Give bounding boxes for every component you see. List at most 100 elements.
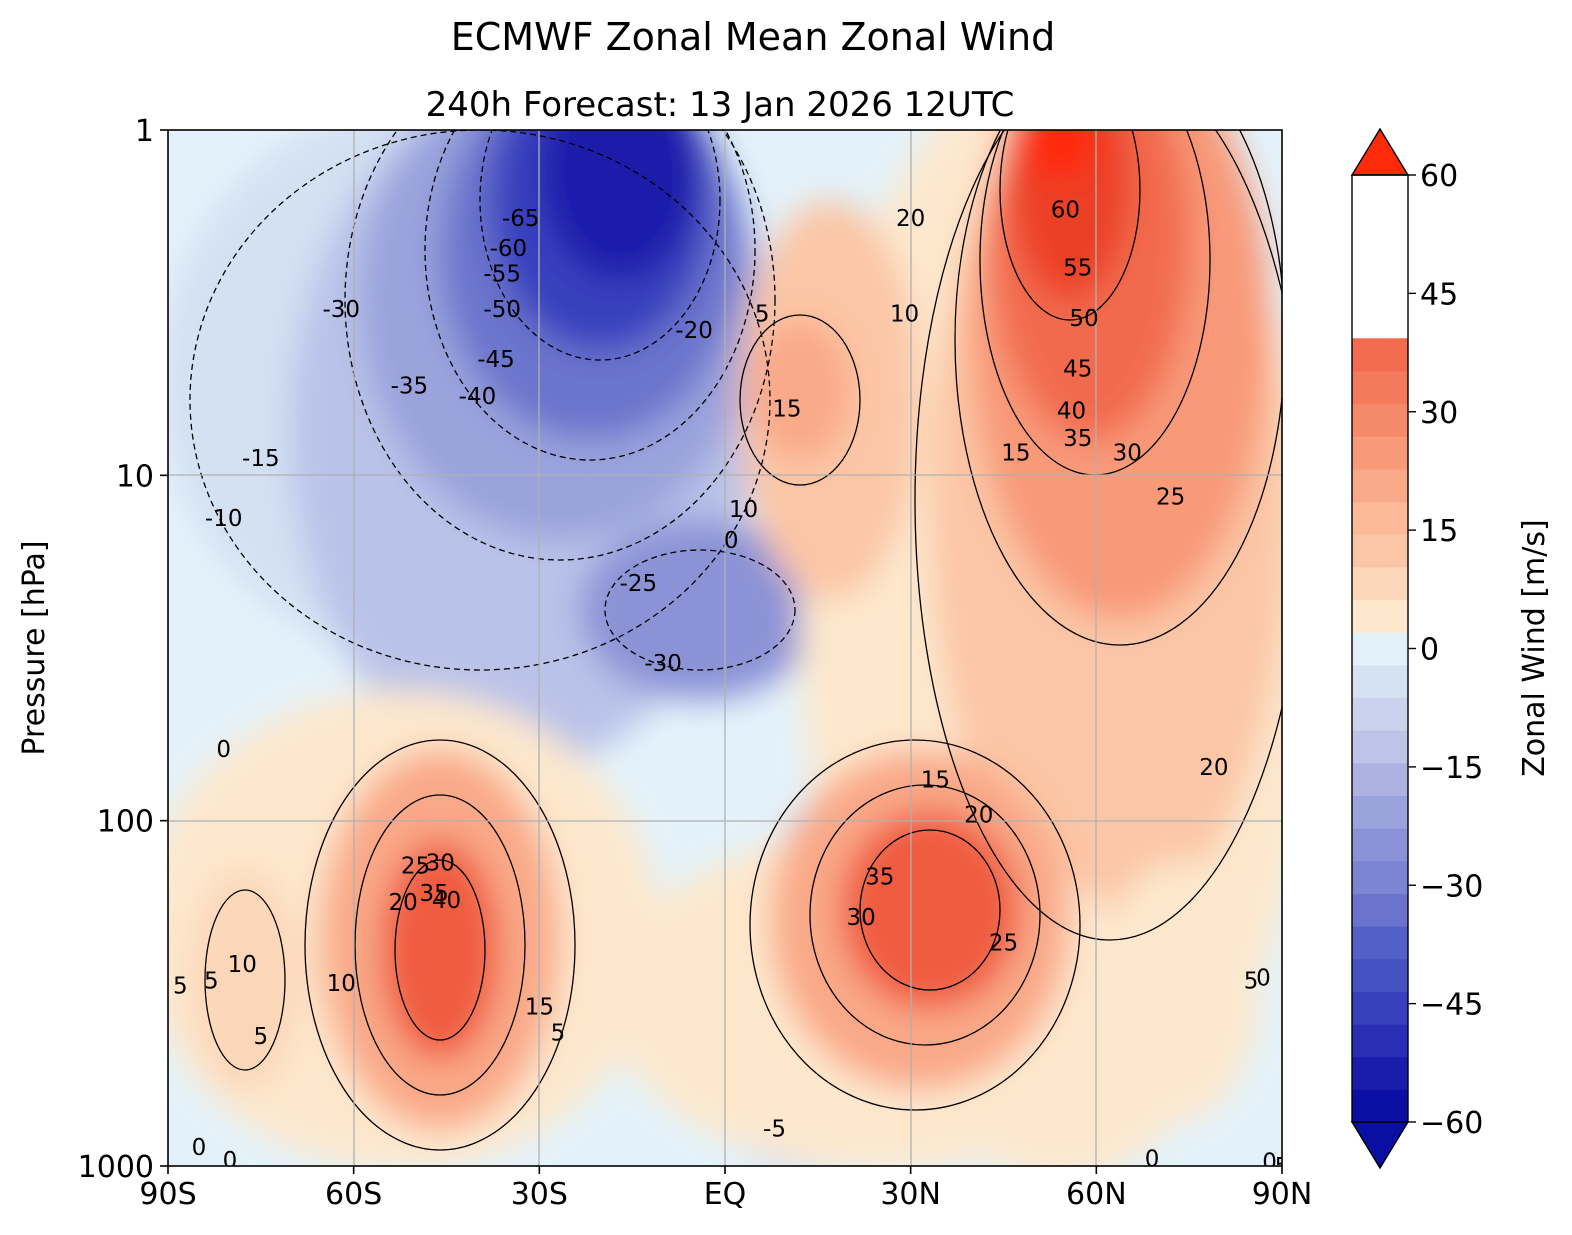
contour-label: -25 [620,571,658,597]
contour-label: -35 [391,374,429,400]
contour-label: -15 [242,446,280,472]
contour-label: 20 [964,803,993,829]
contour-label: 5 [204,968,219,994]
y-tick-label: 10 [116,459,154,494]
colorbar-band [1352,893,1408,927]
contour-label: -65 [502,206,540,232]
contour-label: 35 [865,864,894,890]
contour-label: 0 [724,528,739,554]
colorbar-band [1352,795,1408,829]
x-tick-label: 90N [1252,1177,1313,1212]
contour-lines [189,130,1282,1151]
grid-lines [168,130,1282,1166]
colorbar-tick-label: −30 [1420,869,1483,904]
colorbar-tick-label: −15 [1420,751,1483,786]
contour-line-pos-k [304,739,576,1151]
y-axis: 1 10 100 1000 [78,114,168,1185]
contour-line-neg-c [344,130,776,561]
contour-line-pos-j [354,794,526,1096]
contour-label: 40 [1057,399,1086,425]
contour-label: 10 [228,952,257,978]
colorbar-band [1352,599,1408,633]
contour-label: 10 [729,497,758,523]
contour-line-pos-a [999,130,1141,321]
colorbar-tick-label: −45 [1420,988,1483,1023]
colorbar-band [1352,338,1408,372]
colorbar-title: Zonal Wind [m/s] [1517,519,1552,776]
contour-label: -20 [675,318,713,344]
contour-label: 25 [989,930,1018,956]
y-tick-label: 100 [97,805,154,840]
contour-label: 5 [1244,968,1259,994]
colorbar-band [1352,697,1408,731]
x-tick-label: 60S [325,1177,382,1212]
contour-line-pos-l [204,889,286,1071]
colorbar-band [1352,370,1408,405]
colorbar-tick-label: 0 [1420,633,1439,668]
contour-label: -10 [205,506,243,532]
colorbar-band [1352,534,1408,568]
contour-line-pos-d [914,130,1282,941]
colorbar-tick-label: 60 [1420,159,1458,194]
contour-label: 0 [223,1148,238,1174]
colorbar-extend-min [1350,1121,1410,1170]
contour-line-pos-h [749,739,1081,1111]
contour-label: 60 [1051,198,1080,224]
colorbar-band [1352,1056,1408,1090]
contour-label: 5 [173,973,188,999]
contour-label: 0 [1256,966,1271,992]
contour-line-pos-g [809,784,1041,1046]
contour-line-neg-b [424,130,756,461]
contour-label: 55 [1063,255,1092,281]
contour-label: 40 [432,888,461,914]
contour-line-neg-d [189,130,771,671]
x-axis: 90S 60S 30S EQ 30N 60N 90N [139,1166,1312,1212]
contour-label: -40 [459,384,497,410]
contour-label: 35 [419,881,448,907]
contour-label: 35 [1063,426,1092,452]
contour-label: 5 [755,302,770,328]
contour-label: 20 [389,890,418,916]
colorbar-band [1352,730,1408,764]
x-tick-label: 30N [880,1177,941,1212]
colorbar-band [1352,1089,1408,1123]
colorbar-band [1352,468,1408,503]
x-tick-label: 90S [139,1177,196,1212]
colorbar-band [1352,501,1408,535]
x-tick-label: 30S [511,1177,568,1212]
westerly-sh-polar-surface [190,870,300,1090]
contour-label: 15 [525,994,554,1020]
wind-field [168,130,1282,1166]
y-tick-label: 1000 [78,1150,154,1185]
contour-label: 5 [254,1024,269,1050]
easterly-tongue [580,520,820,700]
contour-label: 0 [1262,1149,1277,1175]
contour-label: 25 [1156,484,1185,510]
chart-subtitle: 240h Forecast: 13 Jan 2026 12UTC [426,85,1015,125]
colorbar-tick-label: 30 [1420,396,1458,431]
contour-line-pos-i [394,859,486,1041]
contour-label: 10 [890,302,919,328]
contour-label: 0 [216,737,231,763]
contour-line-pos-f [859,829,1001,991]
colorbar-band [1352,926,1408,960]
colorbar-band [1352,664,1408,698]
colorbar: 60 45 30 15 0 −15 −30 −45 −60 [1350,127,1483,1170]
easterly-jet-core [540,130,700,280]
contour-label: 30 [1113,441,1142,467]
colorbar-band [1352,762,1408,796]
contour-label: 10 [327,971,356,997]
colorbar-tick-label: −60 [1420,1106,1483,1141]
contour-label-layer: -65-60-55-50-45-40-35-30-20-15-10-25-300… [173,198,1290,1180]
contour-line-neg-a [479,130,721,361]
colorbar-tick-label: 45 [1420,277,1458,312]
westerly-nh-polar-surface [1100,860,1260,1120]
colorbar-band [1352,632,1408,666]
contour-label: 5 [1275,1154,1290,1180]
y-tick-label: 1 [135,114,154,149]
contour-label: 25 [401,854,430,880]
westerly-nh-jet-top [1020,130,1100,180]
colorbar-band [1352,991,1408,1025]
contour-label: 30 [426,850,455,876]
